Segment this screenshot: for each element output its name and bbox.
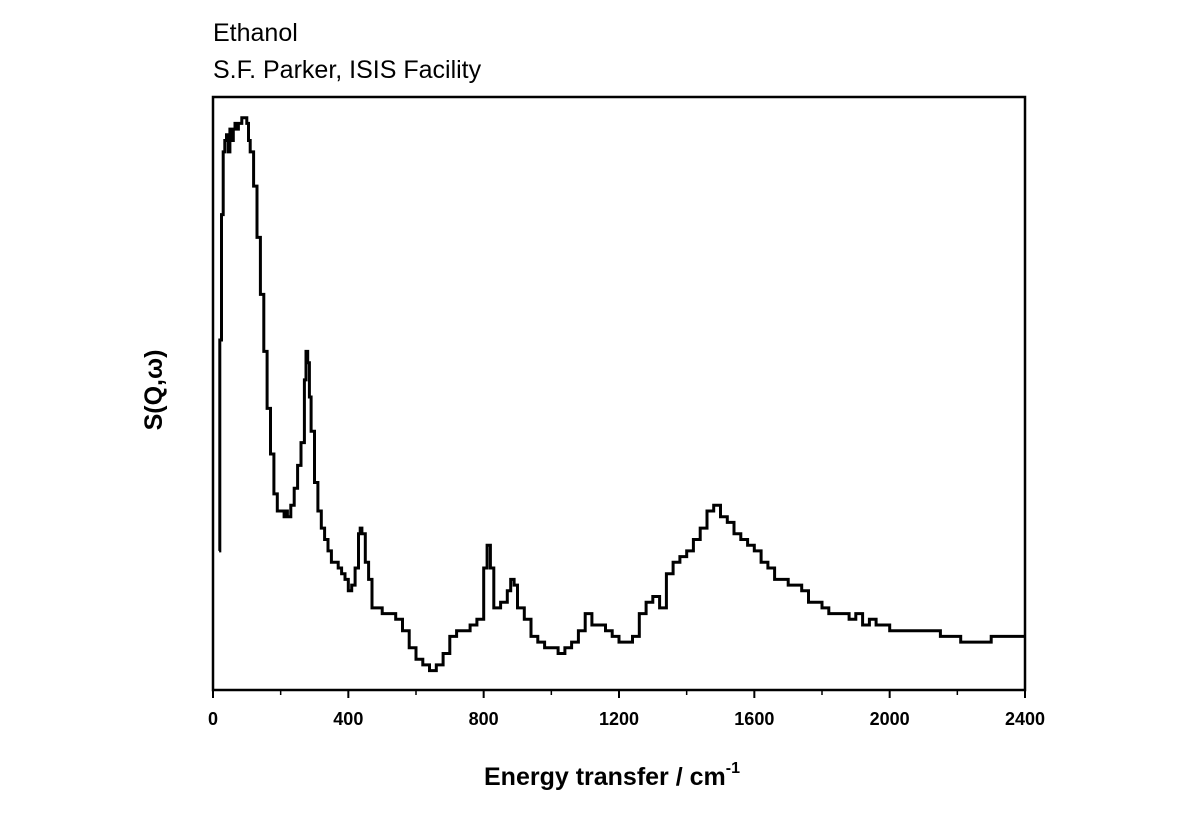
x-tick-label: 400 bbox=[333, 709, 363, 729]
chart-title: Ethanol bbox=[213, 19, 298, 47]
plot-frame bbox=[211, 95, 1027, 692]
x-tick-label: 1200 bbox=[599, 709, 639, 729]
x-tick-label: 1600 bbox=[734, 709, 774, 729]
x-tick-label: 2400 bbox=[1005, 709, 1045, 729]
tick-layer: 0 400 800 1200 1600 2000 2400 bbox=[208, 690, 1045, 729]
x-axis-title-text: Energy transfer / cm bbox=[484, 763, 726, 791]
x-tick-label: 0 bbox=[208, 709, 218, 729]
x-axis-title: Energy transfer / cm-1 bbox=[484, 760, 740, 791]
x-tick-label: 800 bbox=[469, 709, 499, 729]
x-axis-title-superscript: -1 bbox=[726, 760, 740, 777]
x-tick-label: 2000 bbox=[870, 709, 910, 729]
chart-subtitle: S.F. Parker, ISIS Facility bbox=[213, 56, 482, 84]
series-line bbox=[218, 116, 1025, 673]
y-axis-title: S(Q,ω) bbox=[140, 350, 168, 431]
